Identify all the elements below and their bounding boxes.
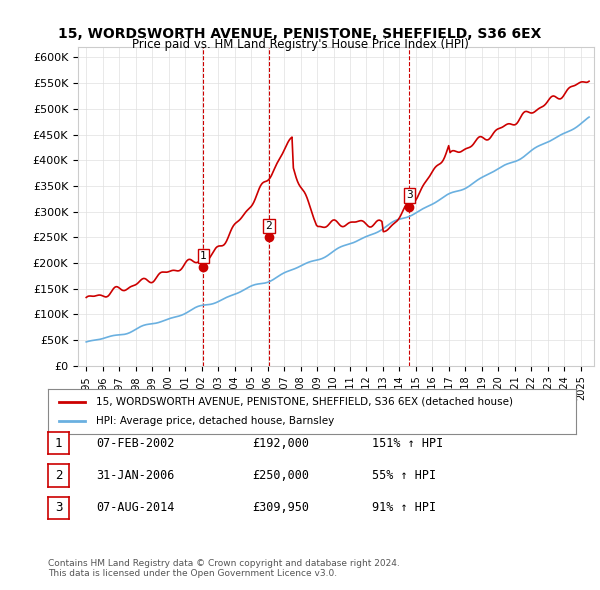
Text: 151% ↑ HPI: 151% ↑ HPI: [372, 437, 443, 450]
Text: 1: 1: [200, 251, 206, 261]
Text: 15, WORDSWORTH AVENUE, PENISTONE, SHEFFIELD, S36 6EX (detached house): 15, WORDSWORTH AVENUE, PENISTONE, SHEFFI…: [95, 397, 512, 407]
Text: 07-FEB-2002: 07-FEB-2002: [96, 437, 175, 450]
Text: 2: 2: [266, 221, 272, 231]
Text: Contains HM Land Registry data © Crown copyright and database right 2024.
This d: Contains HM Land Registry data © Crown c…: [48, 559, 400, 578]
Text: 91% ↑ HPI: 91% ↑ HPI: [372, 502, 436, 514]
Text: 15, WORDSWORTH AVENUE, PENISTONE, SHEFFIELD, S36 6EX: 15, WORDSWORTH AVENUE, PENISTONE, SHEFFI…: [58, 27, 542, 41]
Text: HPI: Average price, detached house, Barnsley: HPI: Average price, detached house, Barn…: [95, 417, 334, 426]
Text: £192,000: £192,000: [252, 437, 309, 450]
Text: 3: 3: [55, 502, 62, 514]
Text: 07-AUG-2014: 07-AUG-2014: [96, 502, 175, 514]
Text: 1: 1: [55, 437, 62, 450]
Text: 55% ↑ HPI: 55% ↑ HPI: [372, 469, 436, 482]
Text: £250,000: £250,000: [252, 469, 309, 482]
Text: £309,950: £309,950: [252, 502, 309, 514]
Text: 2: 2: [55, 469, 62, 482]
Text: 31-JAN-2006: 31-JAN-2006: [96, 469, 175, 482]
Text: Price paid vs. HM Land Registry's House Price Index (HPI): Price paid vs. HM Land Registry's House …: [131, 38, 469, 51]
Text: 3: 3: [406, 191, 413, 201]
